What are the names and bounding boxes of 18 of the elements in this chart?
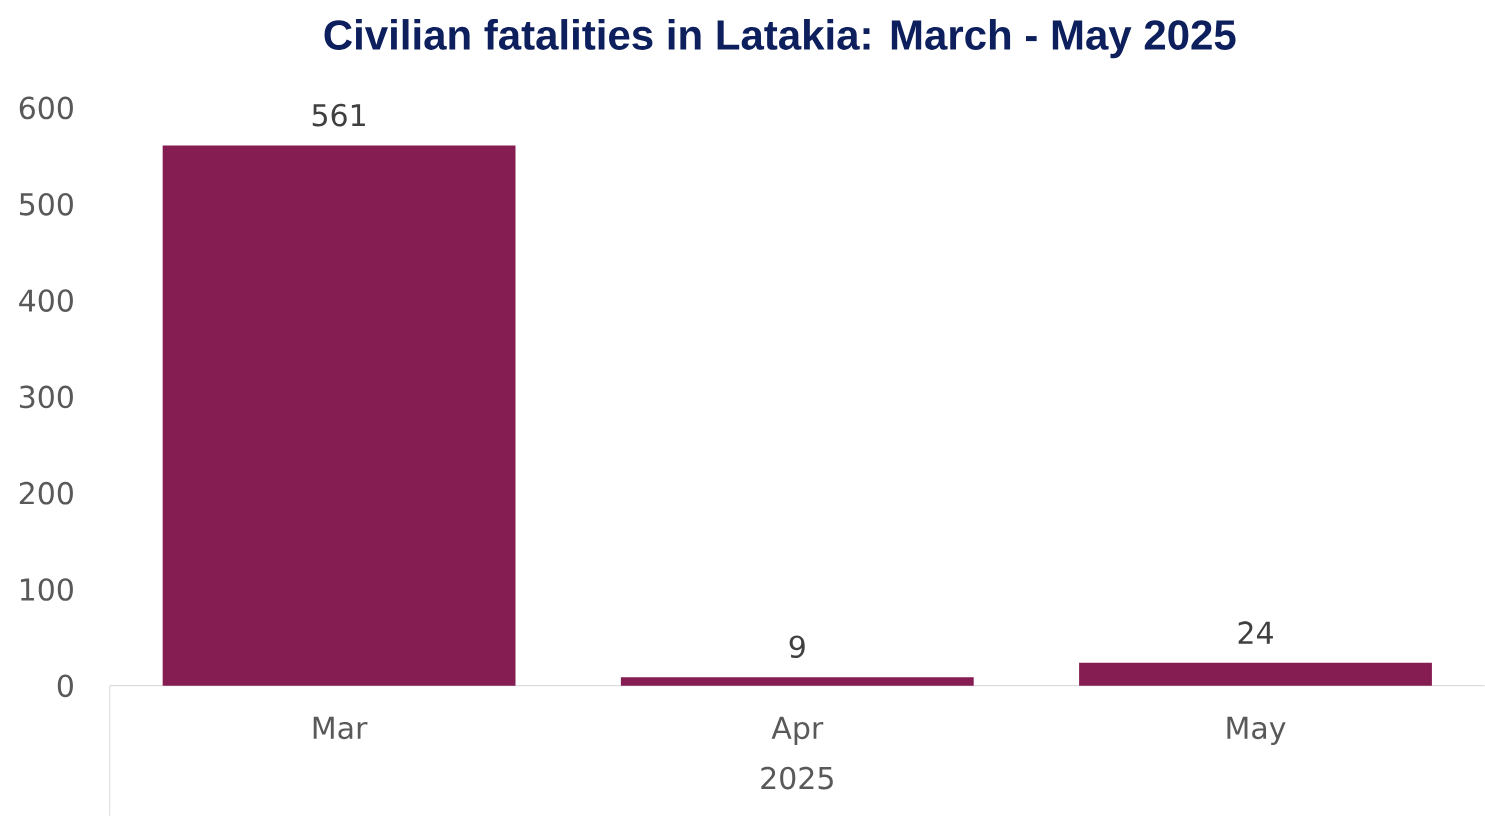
bar	[1079, 662, 1432, 686]
y-tick-label: 400	[19, 289, 73, 312]
x-tick-label: Mar	[313, 716, 368, 740]
y-tick-label: 100	[20, 578, 73, 601]
y-tick-label: 600	[19, 96, 73, 120]
bar	[620, 677, 974, 686]
y-tick-label: 500	[19, 192, 73, 216]
y-tick-label: 300	[19, 385, 73, 409]
x-tick-label: Apr	[771, 716, 824, 745]
chart-title: Civilian fatalities in Latakia: March - May 2025	[324, 18, 1236, 59]
x-axis-title: 2025	[761, 766, 833, 790]
bar	[162, 145, 516, 686]
data-label: 561	[312, 103, 365, 127]
data-label: 9	[789, 635, 805, 659]
y-tick-label: 200	[19, 481, 73, 505]
data-label: 24	[1238, 621, 1273, 644]
x-tick-label: May	[1227, 716, 1286, 745]
y-tick-label: 0	[57, 674, 73, 698]
